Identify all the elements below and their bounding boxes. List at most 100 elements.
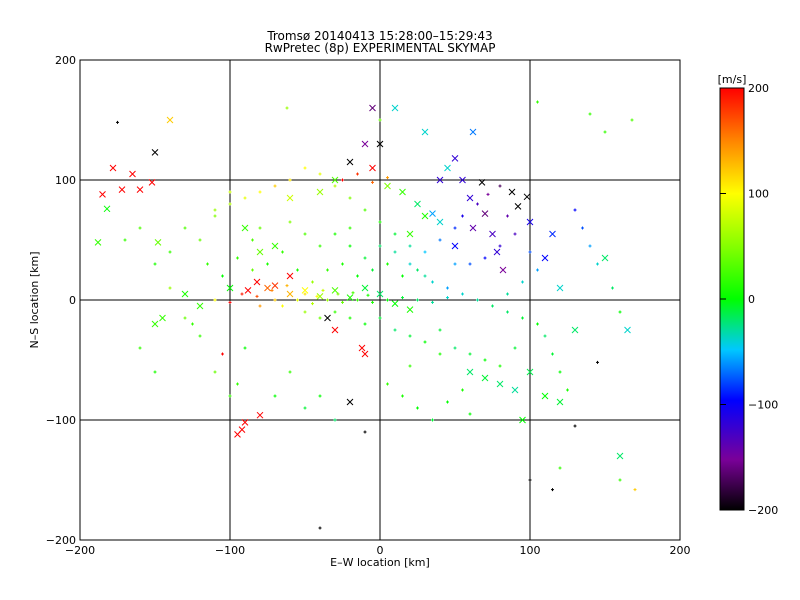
data-point-cross bbox=[549, 230, 556, 238]
data-point-plus bbox=[378, 118, 382, 122]
colorbar-unit-label: [m/s] bbox=[718, 73, 747, 86]
data-point-plus bbox=[243, 346, 247, 350]
data-point-plus bbox=[363, 208, 367, 212]
data-point-cross bbox=[436, 176, 444, 184]
data-point-plus bbox=[408, 262, 412, 266]
data-point-plus bbox=[513, 232, 517, 236]
data-point-cross bbox=[469, 224, 477, 232]
colorbar-ticks: −200 −100 0 100 200 bbox=[720, 82, 778, 517]
x-tick-label: 100 bbox=[520, 544, 541, 557]
data-point-cross bbox=[421, 212, 429, 220]
data-point-plus bbox=[423, 274, 427, 278]
y-tick-label: 0 bbox=[69, 294, 76, 307]
data-point-cross bbox=[519, 416, 526, 424]
data-point-plus bbox=[408, 364, 412, 368]
data-point-plus bbox=[551, 352, 554, 356]
data-point-cross bbox=[181, 290, 189, 298]
data-point-cross bbox=[301, 287, 309, 294]
data-point-cross bbox=[469, 128, 477, 136]
data-point-cross bbox=[358, 344, 366, 352]
data-point-plus bbox=[498, 244, 502, 248]
data-point-plus bbox=[416, 406, 419, 410]
data-point-plus bbox=[386, 298, 389, 302]
x-tick-label: 200 bbox=[670, 544, 691, 557]
data-point-plus bbox=[446, 296, 449, 300]
data-point-plus bbox=[183, 226, 187, 230]
data-point-plus bbox=[468, 352, 472, 356]
colorbar-tick-label: −100 bbox=[748, 399, 778, 412]
data-point-cross bbox=[601, 254, 609, 262]
data-point-cross bbox=[481, 210, 489, 217]
chart-subtitle: RwPretec (8p) EXPERIMENTAL SKYMAP bbox=[265, 41, 496, 55]
data-point-cross bbox=[256, 248, 264, 256]
data-point-plus bbox=[228, 394, 232, 398]
data-point-cross bbox=[109, 164, 117, 172]
data-point-plus bbox=[551, 488, 554, 492]
data-point-cross bbox=[331, 176, 339, 184]
data-point-plus bbox=[506, 214, 509, 218]
data-point-cross bbox=[391, 104, 399, 112]
data-point-plus bbox=[401, 394, 404, 398]
data-point-cross bbox=[346, 398, 354, 406]
data-point-plus bbox=[273, 184, 277, 188]
data-point-plus bbox=[311, 280, 314, 284]
data-point-cross bbox=[508, 188, 516, 196]
data-point-plus bbox=[356, 274, 359, 278]
data-point-plus bbox=[528, 250, 532, 254]
data-point-cross bbox=[238, 426, 246, 433]
data-point-plus bbox=[341, 178, 344, 182]
data-point-cross bbox=[493, 248, 501, 256]
data-point-plus bbox=[288, 178, 292, 182]
data-point-plus bbox=[498, 364, 502, 368]
data-point-plus bbox=[206, 262, 209, 266]
data-point-cross bbox=[286, 290, 294, 298]
data-point-plus bbox=[378, 316, 382, 320]
data-point-plus bbox=[168, 286, 172, 290]
data-point-plus bbox=[423, 340, 427, 344]
data-point-cross bbox=[166, 116, 174, 124]
data-point-plus bbox=[386, 176, 389, 180]
data-point-plus bbox=[243, 196, 247, 200]
data-point-plus bbox=[270, 288, 274, 292]
data-point-cross bbox=[369, 104, 376, 112]
data-point-plus bbox=[386, 382, 389, 386]
data-point-plus bbox=[326, 298, 329, 302]
data-point-plus bbox=[618, 310, 622, 314]
data-point-cross bbox=[514, 203, 522, 210]
data-point-plus bbox=[461, 214, 464, 218]
data-point-plus bbox=[611, 286, 614, 290]
data-point-plus bbox=[566, 388, 569, 392]
colorbar-tick-label: 100 bbox=[748, 188, 769, 201]
data-point-plus bbox=[258, 304, 262, 308]
data-point-plus bbox=[558, 466, 562, 470]
data-point-plus bbox=[461, 388, 464, 392]
data-point-plus bbox=[303, 310, 307, 314]
data-point-plus bbox=[581, 226, 584, 230]
data-point-plus bbox=[401, 274, 404, 278]
data-point-plus bbox=[315, 294, 319, 298]
colorbar-tick-label: 0 bbox=[748, 293, 755, 306]
data-point-plus bbox=[573, 424, 577, 428]
data-point-plus bbox=[318, 172, 322, 176]
data-point-plus bbox=[431, 280, 434, 284]
data-point-cross bbox=[346, 294, 354, 301]
data-point-plus bbox=[153, 262, 157, 266]
grid-lines bbox=[80, 60, 680, 540]
data-point-plus bbox=[491, 304, 494, 308]
data-point-cross bbox=[451, 155, 459, 162]
y-axis-label: N–S location [km] bbox=[28, 251, 41, 348]
data-point-cross bbox=[406, 306, 414, 313]
data-point-cross bbox=[286, 194, 294, 202]
data-point-cross bbox=[369, 164, 376, 172]
data-point-plus bbox=[486, 192, 490, 196]
data-point-plus bbox=[521, 280, 524, 284]
data-point-plus bbox=[153, 370, 157, 374]
data-point-plus bbox=[213, 214, 217, 218]
data-point-cross bbox=[154, 239, 162, 246]
chart-title: Tromsø 20140413 15:28:00–15:29:43 bbox=[266, 29, 492, 43]
x-tick-label: −200 bbox=[65, 544, 95, 557]
data-point-cross bbox=[523, 193, 531, 201]
data-point-cross bbox=[466, 368, 474, 376]
data-point-cross bbox=[264, 284, 271, 292]
data-point-plus bbox=[255, 294, 259, 298]
